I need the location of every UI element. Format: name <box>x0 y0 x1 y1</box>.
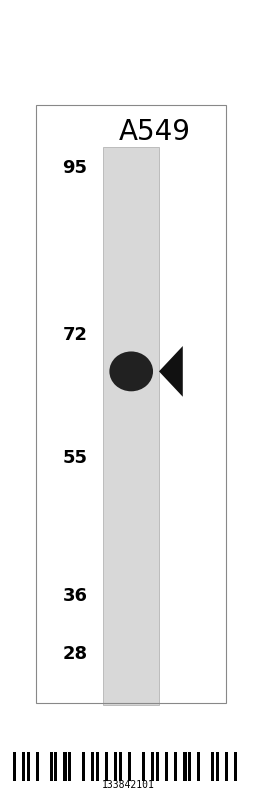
Bar <box>27 752 30 781</box>
Bar <box>96 752 99 781</box>
Bar <box>36 752 39 781</box>
Text: A549: A549 <box>119 118 191 146</box>
Text: 36: 36 <box>62 587 88 605</box>
Bar <box>183 752 187 781</box>
Bar <box>128 752 131 781</box>
Bar <box>13 752 16 781</box>
Bar <box>211 752 214 781</box>
Text: 28: 28 <box>62 645 88 663</box>
Bar <box>188 752 191 781</box>
Text: 72: 72 <box>62 326 88 344</box>
Bar <box>234 752 237 781</box>
Text: 95: 95 <box>62 159 88 178</box>
Ellipse shape <box>109 351 153 391</box>
Bar <box>105 752 108 781</box>
Bar <box>197 752 200 781</box>
Bar <box>165 752 168 781</box>
Polygon shape <box>159 346 183 397</box>
Bar <box>114 752 118 781</box>
FancyBboxPatch shape <box>103 146 159 705</box>
Text: 55: 55 <box>62 450 88 467</box>
Bar <box>82 752 85 781</box>
Text: 133842101: 133842101 <box>102 780 154 790</box>
Bar <box>68 752 71 781</box>
Bar <box>142 752 145 781</box>
Bar <box>156 752 159 781</box>
Bar <box>174 752 177 781</box>
Bar <box>54 752 58 781</box>
Bar <box>63 752 67 781</box>
Bar <box>225 752 228 781</box>
Bar <box>22 752 25 781</box>
Bar <box>91 752 94 781</box>
Bar <box>119 752 122 781</box>
Bar <box>50 752 53 781</box>
Bar <box>216 752 219 781</box>
Bar <box>151 752 154 781</box>
